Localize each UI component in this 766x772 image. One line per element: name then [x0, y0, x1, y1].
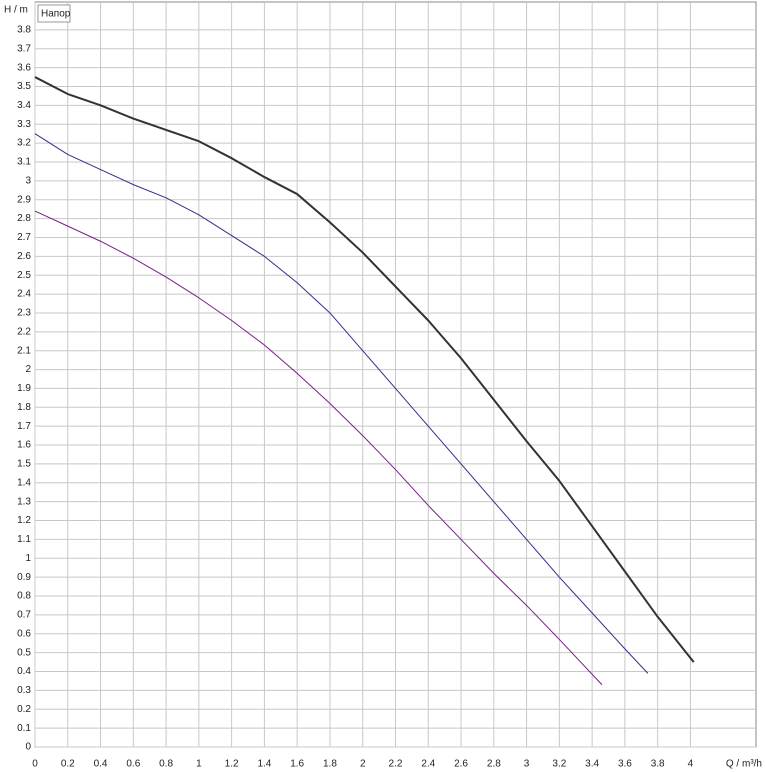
y-tick-label: 3.2: [17, 138, 31, 149]
y-tick-label: 0.8: [17, 591, 31, 602]
y-tick-label: 1.2: [17, 515, 31, 526]
legend-box: [37, 4, 71, 23]
y-tick-label: 2.5: [17, 270, 31, 281]
y-tick-label: 3.5: [17, 81, 31, 92]
y-tick-label: 0.7: [17, 610, 31, 621]
curve: [34, 133, 649, 674]
y-tick-label: 2.8: [17, 213, 31, 224]
y-tick-label: 0: [25, 742, 31, 753]
y-tick-label: 0.1: [17, 723, 31, 734]
y-tick-label: 1.9: [17, 383, 31, 394]
y-tick-label: 3.8: [17, 25, 31, 36]
y-tick-label: 0.6: [17, 628, 31, 639]
x-tick-label: 1.2: [225, 759, 239, 770]
x-tick-label: 2.2: [389, 759, 403, 770]
x-tick-label: 3: [524, 759, 530, 770]
y-tick-label: 1.1: [17, 534, 31, 545]
y-tick-label: 2.9: [17, 194, 31, 205]
x-tick-label: 0.8: [159, 759, 173, 770]
x-tick-label: 2.6: [454, 759, 468, 770]
x-tick-label: 2.4: [421, 759, 435, 770]
curve: [34, 210, 603, 686]
y-tick-label: 2.6: [17, 251, 31, 262]
y-tick-label: 1.6: [17, 440, 31, 451]
y-tick-label: 3.3: [17, 119, 31, 130]
legend-label: Напор: [41, 9, 71, 20]
x-tick-label: 0.2: [61, 759, 75, 770]
y-tick-label: 0.4: [17, 666, 31, 677]
y-tick-label: 0.5: [17, 647, 31, 658]
x-tick-label: 3.4: [585, 759, 599, 770]
x-tick-label: 3.8: [651, 759, 665, 770]
x-tick-label: 1.4: [257, 759, 271, 770]
y-tick-label: 2.7: [17, 232, 31, 243]
y-tick-label: 2: [25, 364, 31, 375]
x-tick-label: 1.6: [290, 759, 304, 770]
y-tick-label: 1: [25, 553, 31, 564]
y-tick-label: 3.1: [17, 157, 31, 168]
x-tick-label: 0.6: [126, 759, 140, 770]
y-tick-label: 3.6: [17, 62, 31, 73]
grid: [34, 2, 756, 748]
x-tick-label: 4: [688, 759, 694, 770]
y-tick-label: 1.5: [17, 459, 31, 470]
x-tick-label: 2.8: [487, 759, 501, 770]
y-tick-label: 2.1: [17, 345, 31, 356]
y-tick-label: 2.2: [17, 326, 31, 337]
x-tick-label: 3.2: [552, 759, 566, 770]
y-tick-label: 1.4: [17, 477, 31, 488]
y-tick-label: 1.7: [17, 421, 31, 432]
y-tick-label: 3: [25, 175, 31, 186]
curve: [34, 76, 695, 663]
y-tick-label: 2.4: [17, 289, 31, 300]
y-axis-label: H / m: [4, 5, 28, 16]
y-tick-label: 1.8: [17, 402, 31, 413]
x-tick-label: 0: [32, 759, 38, 770]
x-axis-label: Q / m³/h: [726, 759, 762, 770]
y-tick-label: 2.3: [17, 308, 31, 319]
y-tick-label: 1.3: [17, 496, 31, 507]
y-tick-label: 0.3: [17, 685, 31, 696]
x-tick-label: 3.6: [618, 759, 632, 770]
y-tick-label: 3.7: [17, 43, 31, 54]
y-tick-label: 0.9: [17, 572, 31, 583]
x-tick-label: 2: [360, 759, 366, 770]
y-tick-label: 0.2: [17, 704, 31, 715]
x-tick-label: 1: [196, 759, 202, 770]
x-tick-label: 0.4: [94, 759, 108, 770]
y-tick-label: 3.4: [17, 100, 31, 111]
x-tick-label: 1.8: [323, 759, 337, 770]
